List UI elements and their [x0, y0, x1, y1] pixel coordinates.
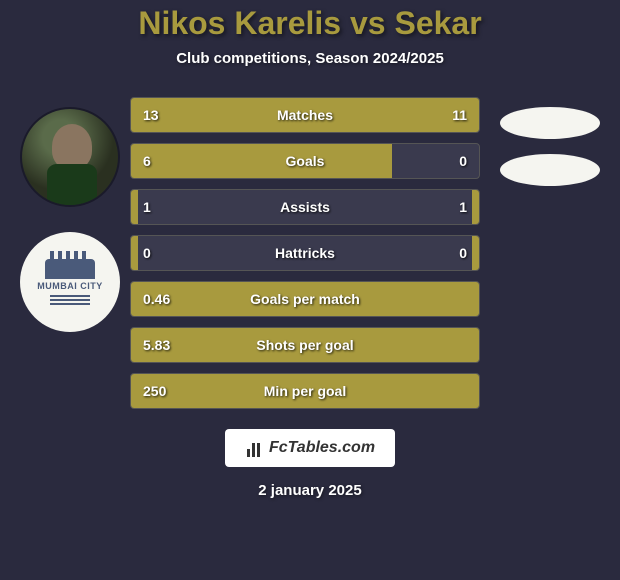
stat-value-right: 0: [459, 153, 467, 169]
stat-label: Matches: [277, 107, 333, 123]
stat-row: 250 Min per goal: [130, 373, 480, 409]
stat-value-right: 0: [459, 245, 467, 261]
stat-row: 6 Goals 0: [130, 143, 480, 179]
stat-row: 13 Matches 11: [130, 97, 480, 133]
stat-value-left: 0.46: [143, 291, 170, 307]
player-avatar: [20, 107, 120, 207]
stat-label: Goals per match: [250, 291, 360, 307]
stat-row: 0.46 Goals per match: [130, 281, 480, 317]
stats-container: 13 Matches 11 6 Goals 0 1 Assists 1 0 Hattricks 0 0.…: [130, 97, 490, 409]
stat-value-left: 250: [143, 383, 166, 399]
stat-bar-left: [131, 144, 392, 178]
badge-fort-icon: [45, 259, 95, 279]
right-column: [490, 97, 610, 186]
stat-row: 0 Hattricks 0: [130, 235, 480, 271]
chart-icon: [245, 439, 263, 457]
stat-value-right: 11: [452, 107, 467, 123]
stat-value-left: 13: [143, 107, 159, 123]
stat-row: 1 Assists 1: [130, 189, 480, 225]
stat-label: Min per goal: [264, 383, 346, 399]
stat-value-left: 5.83: [143, 337, 170, 353]
badge-text: MUMBAI CITY: [37, 281, 103, 291]
left-column: MUMBAI CITY: [10, 97, 130, 332]
stat-bar-left: [131, 190, 138, 224]
player2-placeholder-1: [500, 107, 600, 139]
content-area: MUMBAI CITY 13 Matches 11 6 Goals 0 1 Assists 1 0…: [0, 97, 620, 409]
stat-value-left: 1: [143, 199, 151, 215]
stat-value-right: 1: [459, 199, 467, 215]
stat-label: Assists: [280, 199, 330, 215]
stat-row: 5.83 Shots per goal: [130, 327, 480, 363]
player2-placeholder-2: [500, 154, 600, 186]
stat-bar-right: [472, 236, 479, 270]
brand-text: FcTables.com: [269, 439, 375, 457]
club-badge: MUMBAI CITY: [20, 232, 120, 332]
main-container: Nikos Karelis vs Sekar Club competitions…: [0, 0, 620, 580]
stat-value-left: 0: [143, 245, 151, 261]
stat-value-left: 6: [143, 153, 151, 169]
page-subtitle: Club competitions, Season 2024/2025: [176, 50, 444, 67]
brand-logo[interactable]: FcTables.com: [225, 429, 395, 467]
stat-label: Hattricks: [275, 245, 335, 261]
stat-label: Goals: [286, 153, 325, 169]
stat-bar-left: [131, 236, 138, 270]
badge-lines-icon: [50, 293, 90, 305]
stat-label: Shots per goal: [256, 337, 353, 353]
footer: FcTables.com 2 january 2025: [225, 429, 395, 499]
stat-bar-right: [472, 190, 479, 224]
date-label: 2 january 2025: [258, 482, 361, 499]
page-title: Nikos Karelis vs Sekar: [138, 5, 481, 42]
